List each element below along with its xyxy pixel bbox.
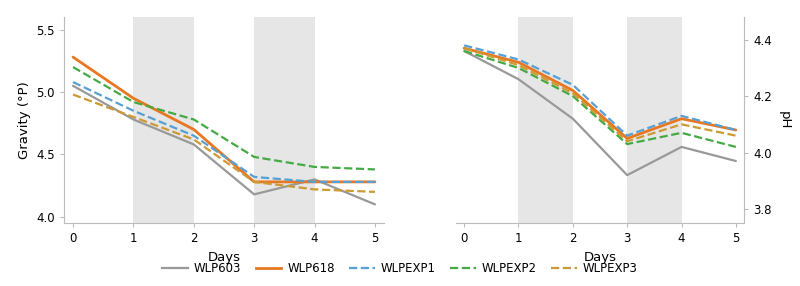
Bar [254, 17, 314, 223]
Legend: WLP603, WLP618, WLPEXP1, WLPEXP2, WLPEXP3: WLP603, WLP618, WLPEXP1, WLPEXP2, WLPEXP… [158, 258, 642, 280]
X-axis label: Days: Days [207, 251, 241, 264]
Bar [518, 17, 573, 223]
Y-axis label: pH: pH [778, 111, 791, 129]
Bar [134, 17, 194, 223]
X-axis label: Days: Days [583, 251, 617, 264]
Y-axis label: Gravity (°P): Gravity (°P) [18, 81, 30, 159]
Bar [627, 17, 682, 223]
